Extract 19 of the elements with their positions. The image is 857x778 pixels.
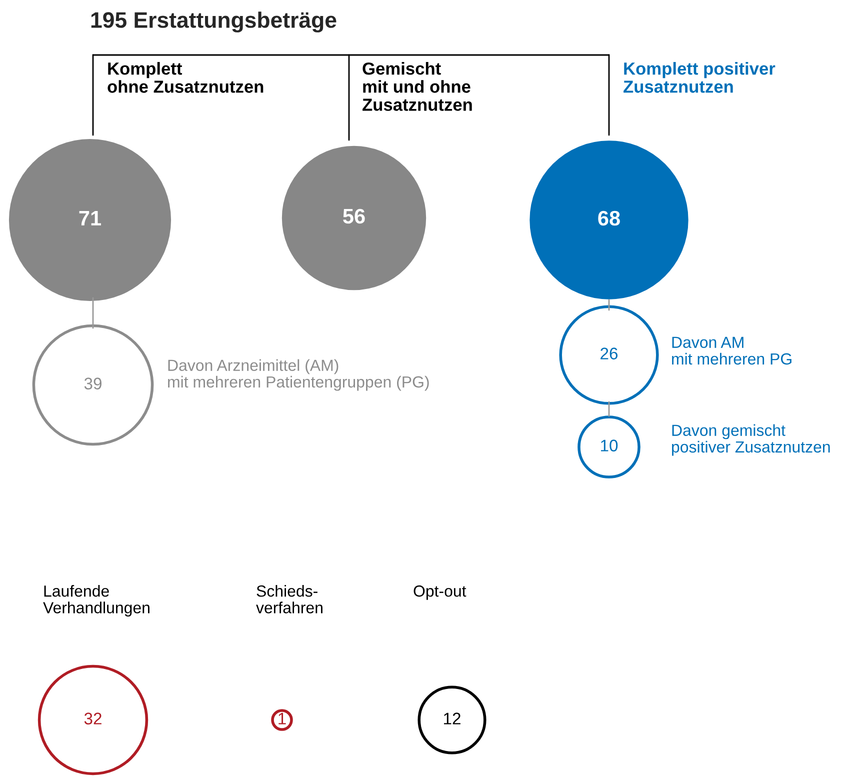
data-label: 26 xyxy=(600,348,618,360)
data-label: 32 xyxy=(84,712,102,724)
data-label: 12 xyxy=(444,712,460,724)
data-label: 1 xyxy=(278,712,286,724)
category-label: Davon gemischt positiver Zusatznutzen xyxy=(672,424,830,456)
category-label: Komplett positiver Zusatznutzen xyxy=(624,62,776,93)
data-label: 68 xyxy=(598,210,620,226)
category-label: Laufende Verhandlungen xyxy=(43,585,150,617)
category-label: Schieds- verfahren xyxy=(256,585,322,614)
category-label: Gemischt mit und ohne Zusatznutzen xyxy=(362,62,472,111)
category-label: Komplett ohne Zusatznutzen xyxy=(108,62,264,93)
category-label: Davon Arzneimittel (AM) mit mehreren Patientengruppen (PG) xyxy=(168,359,429,391)
data-label: 71 xyxy=(79,211,102,226)
data-label: 56 xyxy=(343,208,365,224)
data-label: 10 xyxy=(601,440,618,452)
data-label: 39 xyxy=(84,378,102,390)
category-label: Davon AM mit mehreren PG xyxy=(672,336,792,365)
text: 195 Erstattungsbeträge xyxy=(91,12,336,32)
category-label: Opt-out xyxy=(414,585,466,600)
